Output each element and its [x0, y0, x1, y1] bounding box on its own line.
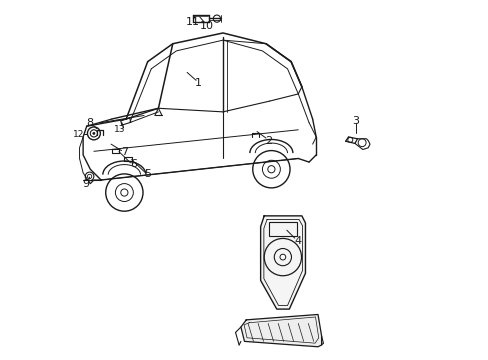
Text: 8: 8	[86, 118, 93, 128]
Circle shape	[93, 132, 95, 134]
Text: 2: 2	[264, 136, 271, 145]
Polygon shape	[260, 216, 305, 309]
Circle shape	[280, 254, 285, 260]
Text: 6: 6	[130, 159, 137, 169]
Text: 12: 12	[73, 130, 84, 139]
Text: 11: 11	[185, 17, 199, 27]
Polygon shape	[241, 315, 321, 347]
Text: 3: 3	[351, 116, 358, 126]
Text: 1: 1	[194, 78, 201, 88]
Text: 10: 10	[200, 21, 213, 31]
Text: 5: 5	[144, 168, 151, 179]
Text: 13: 13	[114, 125, 125, 134]
Text: 9: 9	[82, 179, 89, 189]
Text: 7: 7	[121, 147, 128, 157]
Text: 4: 4	[294, 236, 301, 246]
Circle shape	[121, 189, 128, 196]
Circle shape	[267, 166, 274, 173]
